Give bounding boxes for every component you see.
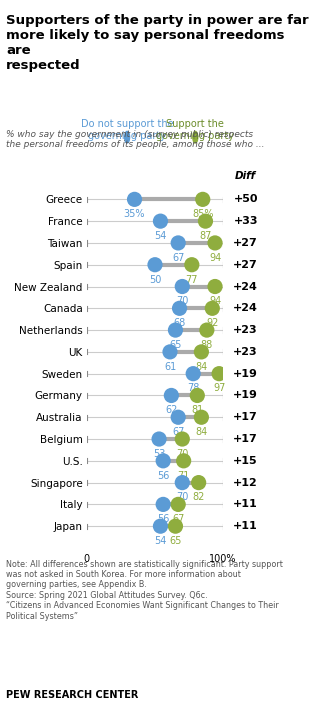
Text: Diff: Diff <box>235 171 256 180</box>
Text: +12: +12 <box>233 478 258 487</box>
Text: +17: +17 <box>233 412 258 422</box>
Point <box>176 412 181 423</box>
Point <box>189 259 194 271</box>
Text: 67: 67 <box>172 514 184 524</box>
Text: 85%: 85% <box>192 209 214 219</box>
Text: +27: +27 <box>233 238 258 248</box>
Text: 65: 65 <box>169 536 182 546</box>
Point <box>210 303 215 314</box>
Text: 65: 65 <box>169 340 182 350</box>
Text: +11: +11 <box>233 521 258 531</box>
Text: 67: 67 <box>172 253 184 263</box>
Text: +19: +19 <box>233 369 258 378</box>
Text: +23: +23 <box>233 325 258 335</box>
Text: 94: 94 <box>209 296 221 306</box>
Point <box>204 324 209 336</box>
Point <box>176 499 181 510</box>
Point <box>181 455 186 466</box>
Text: 56: 56 <box>157 514 169 524</box>
Text: Support the
governing party: Support the governing party <box>156 119 234 141</box>
Text: 70: 70 <box>176 449 188 459</box>
Point <box>213 281 218 292</box>
Text: 53: 53 <box>153 449 165 459</box>
Text: Note: All differences shown are statistically significant. Party support
was not: Note: All differences shown are statisti… <box>6 560 283 620</box>
Text: +17: +17 <box>233 434 258 444</box>
Text: 70: 70 <box>176 492 188 503</box>
Point <box>169 390 174 401</box>
Text: 94: 94 <box>209 253 221 263</box>
Point <box>195 390 200 401</box>
Text: 77: 77 <box>186 274 198 284</box>
Text: 84: 84 <box>195 362 207 372</box>
Point <box>200 193 205 205</box>
Text: % who say the government in (survey public) respects
the personal freedoms of it: % who say the government in (survey publ… <box>6 130 265 149</box>
Point <box>161 455 166 466</box>
Text: 92: 92 <box>206 318 219 328</box>
Point <box>132 193 137 205</box>
Text: 56: 56 <box>157 471 169 481</box>
Text: 54: 54 <box>154 536 167 546</box>
Text: PEW RESEARCH CENTER: PEW RESEARCH CENTER <box>6 690 139 700</box>
Point <box>180 433 185 445</box>
Point <box>176 237 181 248</box>
Point <box>173 324 178 336</box>
Text: 62: 62 <box>165 405 178 415</box>
Text: 68: 68 <box>173 318 186 328</box>
Text: 70: 70 <box>176 296 188 306</box>
Point <box>180 281 185 292</box>
Text: 35%: 35% <box>124 209 145 219</box>
Text: +19: +19 <box>233 391 258 401</box>
Text: Do not support the
governing party: Do not support the governing party <box>81 119 173 141</box>
Point <box>177 303 182 314</box>
Text: +24: +24 <box>233 282 258 292</box>
Text: +11: +11 <box>233 500 258 510</box>
Point <box>217 368 222 380</box>
Text: 84: 84 <box>195 427 207 437</box>
Text: 50: 50 <box>149 274 161 284</box>
Point <box>158 521 163 532</box>
Point <box>199 346 204 357</box>
Text: +15: +15 <box>233 456 258 466</box>
Point <box>157 433 162 445</box>
Text: 54: 54 <box>154 231 167 241</box>
Text: 78: 78 <box>187 383 199 393</box>
Point <box>203 215 208 227</box>
Text: +27: +27 <box>233 260 258 270</box>
Text: +33: +33 <box>233 216 258 226</box>
Text: 81: 81 <box>191 405 203 415</box>
Text: +23: +23 <box>233 347 258 357</box>
Text: 88: 88 <box>201 340 213 350</box>
Text: 61: 61 <box>164 362 176 372</box>
Point <box>173 521 178 532</box>
Text: 87: 87 <box>199 231 212 241</box>
Text: 67: 67 <box>172 427 184 437</box>
Point <box>191 368 196 380</box>
Point <box>199 412 204 423</box>
Point <box>167 346 172 357</box>
Text: Supporters of the party in power are far
more likely to say personal freedoms ar: Supporters of the party in power are far… <box>6 14 309 72</box>
Point <box>196 477 201 488</box>
Point <box>158 215 163 227</box>
Text: +50: +50 <box>233 194 258 204</box>
Text: +24: +24 <box>233 303 258 313</box>
Text: 71: 71 <box>177 471 190 481</box>
Point <box>161 499 166 510</box>
Point <box>213 237 218 248</box>
Text: 97: 97 <box>213 383 225 393</box>
Text: 82: 82 <box>193 492 205 503</box>
Point <box>153 259 157 271</box>
Point <box>180 477 185 488</box>
